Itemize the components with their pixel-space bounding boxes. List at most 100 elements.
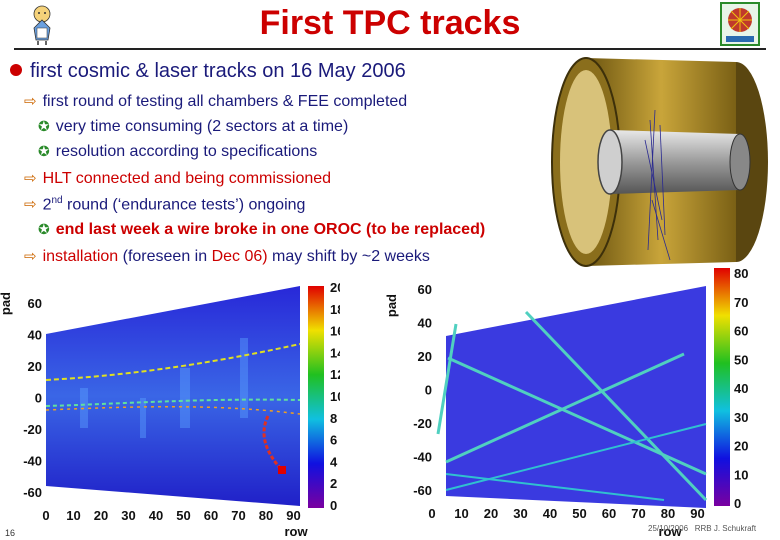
left-plot-ytick-6: -60 — [23, 485, 42, 500]
left-plot-cbar-tick-9: 2 — [330, 476, 337, 491]
right-plot-cbar-tick-7: 10 — [734, 467, 748, 482]
check-circle-icon: ✪ — [38, 221, 50, 237]
right-plot-cbar-tick-1: 70 — [734, 295, 748, 310]
left-plot-xtick-2: 20 — [94, 508, 108, 523]
right-plot-xtick-8: 80 — [661, 506, 675, 521]
arrow-icon: ⇨ — [24, 248, 37, 265]
right-plot-cbar-tick-4: 40 — [734, 381, 748, 396]
alice-mascot-logo — [33, 5, 51, 45]
bullet-line-7-d: may shift by ~2 weeks — [267, 248, 430, 265]
right-plot-xtick-5: 50 — [572, 506, 586, 521]
bullet-line-1-text: first round of testing all chambers & FE… — [42, 93, 408, 110]
left-plot-xtick-4: 40 — [149, 508, 163, 523]
tpc-detector-render — [551, 57, 768, 267]
left-plot-cbar-tick-5: 10 — [330, 389, 340, 404]
right-plot-xtick-4: 40 — [543, 506, 557, 521]
arrow-icon: ⇨ — [24, 170, 37, 187]
bullet-line-5-b: round (‘endurance tests’) ongoing — [62, 196, 306, 214]
right-plot-ytick-4: -20 — [413, 416, 432, 431]
left-plot-xlabel: row — [284, 524, 308, 539]
right-plot-xtick-1: 10 — [454, 506, 468, 521]
right-plot-ytick-2: 20 — [418, 349, 432, 364]
alice-experiment-logo — [720, 2, 760, 46]
bullet-line-7-a: installation — [42, 248, 119, 265]
right-plot-ytick-0: 60 — [418, 282, 432, 297]
bullet-line-5-a: 2 — [42, 196, 52, 214]
left-plot-colorbar — [308, 286, 324, 508]
right-plot-cbar-tick-8: 0 — [734, 496, 741, 511]
bullet-line-5-sup: nd — [51, 195, 63, 206]
bullet-line-7-c: Dec 06) — [211, 248, 268, 265]
bullet-line-6-text: end last week a wire broke in one OROC (… — [55, 221, 486, 238]
bullet-line-7: ⇨ installation (foreseen in Dec 06) may s… — [24, 247, 430, 266]
left-plot-area — [46, 286, 300, 506]
left-plot-cbar-tick-10: 0 — [330, 498, 337, 513]
bullet-line-6: ✪ end last week a wire broke in one OROC … — [38, 221, 485, 239]
left-plot-xtick-7: 70 — [231, 508, 245, 523]
bullet-line-2-text: very time consuming (2 sectors at a time… — [55, 118, 349, 135]
bullet-line-7-b: (foreseen in — [118, 248, 212, 265]
right-plot-xtick-0: 0 — [428, 506, 435, 521]
left-plot-cbar-tick-1: 18 — [330, 302, 340, 317]
right-plot-cbar-tick-6: 20 — [734, 439, 748, 454]
left-plot-cbar-tick-4: 12 — [330, 367, 340, 382]
right-plot-cbar-tick-5: 30 — [734, 410, 748, 425]
right-plot-xtick-3: 30 — [513, 506, 527, 521]
left-plot-ylabel: pad — [0, 292, 13, 315]
bullet-line-4-text: HLT connected and being commissioned — [42, 170, 332, 187]
bullet-line-5: ⇨ 2nd round (‘endurance tests’) ongoing — [24, 195, 305, 214]
main-bullet-text: first cosmic & laser tracks on 16 May 20… — [30, 60, 406, 82]
bullet-line-1: ⇨ first round of testing all chambers & F… — [24, 92, 407, 111]
right-plot-ytick-1: 40 — [418, 316, 432, 331]
left-plot-cbar-tick-6: 8 — [330, 411, 337, 426]
bullet-line-3: ✪ resolution according to specifications — [38, 143, 317, 161]
left-plot-xtick-0: 0 — [42, 508, 49, 523]
bullet-dot-icon — [10, 64, 22, 76]
arrow-icon: ⇨ — [24, 93, 37, 110]
check-circle-icon: ✪ — [38, 118, 50, 134]
laser-track-plot: pad 60 40 20 0 -20 -40 -60 0 10 20 30 40 50 60 70 80 90 8… — [384, 266, 748, 539]
right-plot-xtick-6: 60 — [602, 506, 616, 521]
right-plot-cbar-tick-2: 60 — [734, 324, 748, 339]
left-plot-ytick-5: -40 — [23, 454, 42, 469]
arrow-icon: ⇨ — [24, 196, 37, 214]
left-plot-ytick-2: 20 — [28, 359, 42, 374]
left-plot-cbar-tick-2: 16 — [330, 324, 340, 339]
left-plot-xtick-6: 60 — [204, 508, 218, 523]
right-plot-cbar-tick-0: 80 — [734, 266, 748, 281]
bullet-line-2: ✪ very time consuming (2 sectors at a tim… — [38, 118, 348, 136]
right-plot-ylabel: pad — [384, 294, 399, 317]
title-divider — [14, 48, 766, 50]
left-plot-xtick-3: 30 — [121, 508, 135, 523]
left-plot-xtick-8: 80 — [259, 508, 273, 523]
check-circle-icon: ✪ — [38, 143, 50, 159]
left-plot-cbar-tick-7: 6 — [330, 433, 337, 448]
right-plot-cbar-tick-3: 50 — [734, 352, 748, 367]
footer-credit: 25/10/2006 RRB J. Schukraft — [648, 524, 757, 533]
right-plot-xtick-9: 90 — [690, 506, 704, 521]
left-plot-ytick-3: 0 — [35, 391, 42, 406]
bullet-line-4: ⇨ HLT connected and being commissioned — [24, 169, 331, 188]
right-plot-xtick-2: 20 — [484, 506, 498, 521]
page-number: 16 — [5, 528, 16, 538]
bullet-line-3-text: resolution according to specifications — [55, 143, 318, 160]
right-plot-xlabel: row — [658, 524, 682, 539]
right-plot-ytick-3: 0 — [425, 383, 432, 398]
left-plot-xtick-9: 90 — [286, 508, 300, 523]
left-plot-cbar-tick-3: 14 — [330, 345, 340, 360]
right-plot-xtick-7: 70 — [631, 506, 645, 521]
left-plot-xtick-5: 50 — [176, 508, 190, 523]
right-plot-ytick-6: -60 — [413, 483, 432, 498]
right-plot-colorbar — [714, 268, 730, 506]
left-plot-ytick-1: 40 — [28, 328, 42, 343]
left-plot-cbar-tick-0: 20 — [330, 280, 340, 295]
slide-title: First TPC tracks — [259, 4, 521, 42]
left-plot-cbar-tick-8: 4 — [330, 454, 338, 469]
right-plot-area — [446, 286, 706, 508]
right-plot-ytick-5: -40 — [413, 450, 432, 465]
left-plot-xtick-1: 10 — [66, 508, 80, 523]
left-plot-ytick-4: -20 — [23, 422, 42, 437]
left-plot-ytick-0: 60 — [28, 296, 42, 311]
main-bullet: first cosmic & laser tracks on 16 May 20… — [10, 60, 406, 83]
